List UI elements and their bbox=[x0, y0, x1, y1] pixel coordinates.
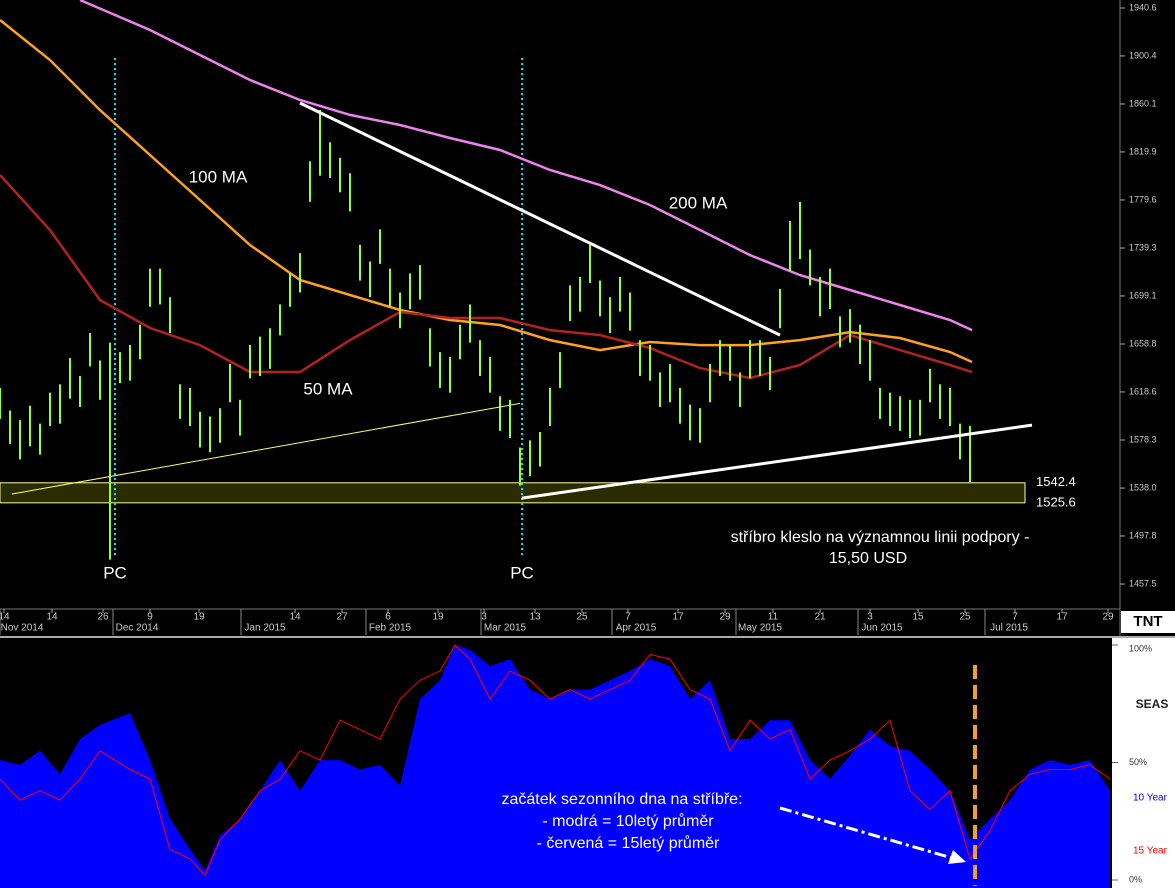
x-tick-label: 29 bbox=[1102, 612, 1114, 623]
ma-label: 100 MA bbox=[189, 167, 248, 186]
x-tick-label: 7 bbox=[625, 612, 631, 623]
x-tick-label: 29 bbox=[719, 612, 731, 623]
annotation: stříbro kleslo na významnou linii podpor… bbox=[731, 529, 1030, 546]
y-tick-label: 50% bbox=[1129, 757, 1147, 767]
y-tick-label: 1538.0 bbox=[1129, 482, 1157, 492]
month-label: Feb 2015 bbox=[369, 623, 412, 634]
logo: TNT bbox=[1133, 613, 1162, 630]
trendline bbox=[521, 423, 1033, 500]
y-tick-label: 1900.4 bbox=[1129, 50, 1157, 60]
moving-average bbox=[0, 19, 973, 364]
band-label: 1542.4 bbox=[1036, 474, 1076, 489]
y-tick-label: 1618.6 bbox=[1129, 386, 1157, 396]
month-label: Jul 2015 bbox=[990, 623, 1028, 634]
pc-label: PC bbox=[103, 563, 127, 582]
annotation: 15,50 USD bbox=[829, 550, 907, 567]
y-tick-label: 1497.8 bbox=[1129, 530, 1157, 540]
arrow-head bbox=[948, 850, 966, 864]
x-tick-label: 21 bbox=[814, 612, 826, 623]
band-label: 1525.6 bbox=[1036, 494, 1076, 509]
moving-average bbox=[0, 174, 973, 380]
logo-box bbox=[1121, 611, 1175, 633]
y-tick-label: 1779.6 bbox=[1129, 194, 1157, 204]
trendline bbox=[11, 402, 521, 495]
arrow bbox=[779, 806, 953, 860]
annotation: začátek sezonního dna na stříbře: bbox=[501, 791, 742, 808]
trendline bbox=[299, 101, 781, 337]
x-tick-label: 26 bbox=[97, 612, 109, 623]
ma-label: 200 MA bbox=[669, 193, 728, 212]
legend-entry: 10 Year bbox=[1133, 793, 1168, 804]
x-tick-label: 25 bbox=[576, 612, 588, 623]
x-tick-label: 19 bbox=[432, 612, 444, 623]
y-tick-label: 1457.5 bbox=[1129, 578, 1157, 588]
annotation: - modrá = 10letý průměr bbox=[542, 812, 714, 830]
y-tick-label: 1578.3 bbox=[1129, 434, 1157, 444]
x-tick-label: 14 bbox=[289, 612, 301, 623]
month-label: May 2015 bbox=[738, 623, 782, 634]
month-label: Mar 2015 bbox=[484, 623, 527, 634]
month-label: Apr 2015 bbox=[616, 623, 657, 634]
panel-title: SEAS bbox=[1136, 697, 1169, 711]
y-tick-label: 1940.6 bbox=[1129, 2, 1157, 12]
x-tick-label: 14 bbox=[0, 612, 10, 623]
month-label: Dec 2014 bbox=[116, 623, 159, 634]
y-tick-label: 1699.1 bbox=[1129, 290, 1157, 300]
x-tick-label: 3 bbox=[867, 612, 873, 623]
x-tick-label: 15 bbox=[912, 612, 924, 623]
x-tick-label: 7 bbox=[1012, 612, 1018, 623]
x-tick-label: 3 bbox=[481, 612, 487, 623]
month-label: Jun 2015 bbox=[861, 623, 903, 634]
x-tick-label: 6 bbox=[385, 612, 391, 623]
moving-average bbox=[79, 0, 973, 332]
month-label: Nov 2014 bbox=[1, 623, 44, 634]
y-tick-label: 1739.3 bbox=[1129, 242, 1157, 252]
y-tick-label: 0% bbox=[1129, 874, 1142, 884]
month-label: Jan 2015 bbox=[244, 623, 286, 634]
x-tick-label: 14 bbox=[46, 612, 58, 623]
x-tick-label: 17 bbox=[672, 612, 684, 623]
x-tick-label: 13 bbox=[529, 612, 541, 623]
support-band bbox=[0, 482, 1026, 504]
y-tick-label: 1819.9 bbox=[1129, 146, 1157, 156]
x-tick-label: 9 bbox=[147, 612, 153, 623]
x-tick-label: 27 bbox=[336, 612, 348, 623]
pc-label: PC bbox=[510, 563, 534, 582]
annotation: - červená = 15letý průměr bbox=[537, 834, 720, 852]
x-tick-label: 11 bbox=[768, 612, 779, 623]
seasonal-line bbox=[0, 644, 1111, 877]
legend-entry: 15 Year bbox=[1133, 846, 1168, 857]
x-tick-label: 17 bbox=[1056, 612, 1068, 623]
ma-label: 50 MA bbox=[303, 379, 353, 398]
y-tick-label: 1658.8 bbox=[1129, 338, 1157, 348]
y-tick-label: 1860.1 bbox=[1129, 98, 1157, 108]
x-tick-label: 19 bbox=[193, 612, 205, 623]
y-tick-label: 100% bbox=[1129, 643, 1152, 653]
x-tick-label: 25 bbox=[959, 612, 971, 623]
seasonal-area bbox=[0, 645, 1110, 888]
lower-axis-panel bbox=[1112, 638, 1175, 888]
